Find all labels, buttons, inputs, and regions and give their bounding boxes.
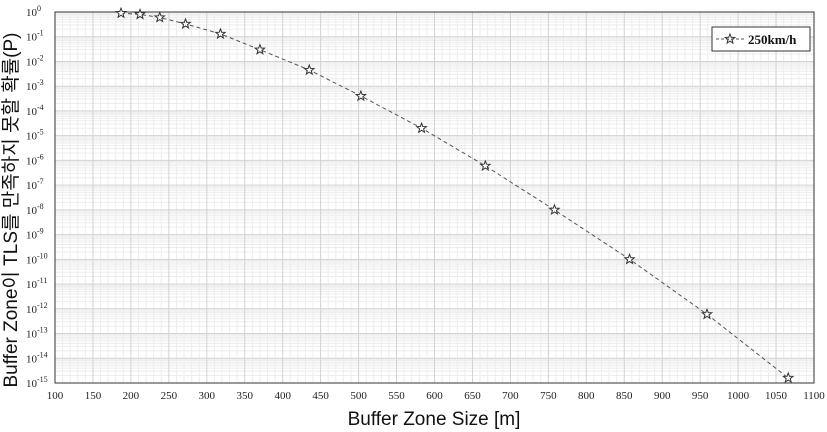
data-point-star: [479, 159, 492, 172]
data-point-star: [782, 371, 795, 384]
y-tick-label: 10-8: [26, 202, 44, 217]
data-point-star: [253, 43, 267, 55]
legend: 250km/h: [711, 26, 811, 52]
x-tick-label: 300: [199, 390, 216, 402]
x-tick-label: 950: [692, 390, 709, 402]
data-point-star: [133, 7, 147, 20]
x-tick-label: 750: [540, 390, 557, 402]
y-tick-label: 10-5: [26, 128, 44, 143]
y-tick-label: 10-6: [26, 152, 44, 167]
y-tick-label: 10-3: [26, 78, 44, 93]
x-tick-label: 900: [654, 390, 671, 402]
x-tick-label: 150: [85, 390, 102, 402]
y-tick-label: 10-9: [26, 227, 44, 242]
y-tick-label: 10-4: [26, 103, 44, 118]
x-tick-label: 700: [502, 390, 519, 402]
x-tick-label: 600: [426, 390, 443, 402]
data-point-star: [700, 307, 714, 320]
x-tick-labels: 100 150 200 250 300 350 400 450 500 550 600 650 700 7…: [47, 390, 826, 402]
y-tick-label: 10-10: [26, 251, 48, 266]
y-tick-label: 10-11: [26, 276, 47, 291]
y-tick-labels: 100 10-1 10-2 10-3 10-4 10-5 10-6 10-7 10-8 10-9 1…: [26, 4, 48, 390]
y-tick-label: 10-7: [26, 177, 44, 192]
x-tick-label: 100: [47, 390, 64, 402]
legend-star-marker: [723, 32, 737, 45]
data-point-star: [303, 63, 316, 76]
y-tick-label: 10-2: [26, 53, 44, 68]
series-layer: [114, 6, 795, 384]
x-tick-label: 850: [616, 390, 633, 402]
plot-area: [54, 11, 815, 384]
series-line: [120, 12, 789, 379]
data-point-star: [153, 11, 166, 23]
data-point-star: [548, 203, 561, 216]
x-tick-label: 400: [274, 390, 291, 402]
x-tick-label: 800: [578, 390, 595, 402]
data-point-star: [114, 6, 128, 19]
x-tick-label: 350: [237, 390, 254, 402]
data-point-star: [214, 27, 227, 40]
y-tick-label: 10-13: [26, 326, 48, 341]
y-tick-label: 10-12: [26, 301, 48, 316]
y-tick-label: 10-14: [26, 350, 48, 365]
grid: [54, 11, 815, 384]
y-tick-label: 100: [26, 4, 41, 19]
y-tick-label: 10-15: [26, 375, 48, 390]
x-tick-label: 450: [312, 390, 329, 402]
data-point-star: [179, 17, 192, 30]
x-tick-label: 1000: [727, 390, 750, 402]
legend-label: 250km/h: [748, 32, 797, 47]
data-point-star: [354, 89, 367, 102]
x-axis-label: Buffer Zone Size [m]: [348, 409, 521, 430]
x-tick-label: 1050: [765, 390, 788, 402]
x-tick-label: 500: [350, 390, 367, 402]
y-tick-label: 10-1: [26, 29, 44, 44]
x-tick-label: 1100: [803, 390, 825, 402]
data-point-star: [415, 121, 428, 134]
x-tick-label: 550: [388, 390, 405, 402]
y-axis-label: Buffer Zone이 TLS를 만족하지 못할 확률(P): [0, 32, 22, 387]
x-tick-label: 250: [161, 390, 178, 402]
x-tick-label: 650: [464, 390, 481, 402]
x-tick-label: 200: [123, 390, 140, 402]
data-point-star: [623, 252, 636, 265]
